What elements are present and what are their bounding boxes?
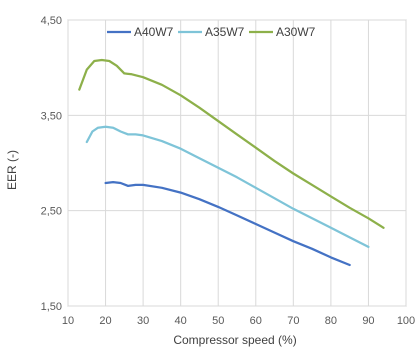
y-tick-labels: 1,50 2,50 3,50 4,50: [41, 15, 62, 313]
plot-frame: [67, 19, 407, 307]
x-tick-label: 80: [325, 315, 337, 327]
x-tick-label: 20: [99, 315, 111, 327]
x-tick-label: 70: [287, 315, 299, 327]
y-axis-title: EER (-): [5, 150, 19, 190]
legend-label-a40w7: A40W7: [134, 25, 174, 39]
x-tick-label: 30: [137, 315, 149, 327]
x-tick-label: 90: [362, 315, 374, 327]
series-lines: [78, 58, 385, 267]
x-axis-title: Compressor speed (%): [173, 333, 296, 347]
legend-label-a35w7: A35W7: [205, 25, 245, 39]
legend: A40W7 A35W7 A30W7: [107, 25, 316, 39]
x-tick-label: 100: [397, 315, 415, 327]
y-tick-label: 4,50: [41, 15, 62, 27]
legend-label-a30w7: A30W7: [276, 25, 316, 39]
y-tick-label: 2,50: [41, 206, 62, 218]
x-tick-labels: 10 20 30 40 50 60 70 80 90 100: [62, 315, 415, 327]
series-line-a35w7: [85, 125, 370, 249]
y-tick-label: 3,50: [41, 110, 62, 122]
x-tick-label: 50: [212, 315, 224, 327]
x-tick-label: 10: [62, 315, 74, 327]
x-tick-label: 40: [175, 315, 187, 327]
series-line-a40w7: [104, 180, 351, 267]
gridlines: [67, 19, 407, 307]
series-line-a30w7: [78, 58, 385, 229]
y-tick-label: 1,50: [41, 301, 62, 313]
x-tick-label: 60: [250, 315, 262, 327]
